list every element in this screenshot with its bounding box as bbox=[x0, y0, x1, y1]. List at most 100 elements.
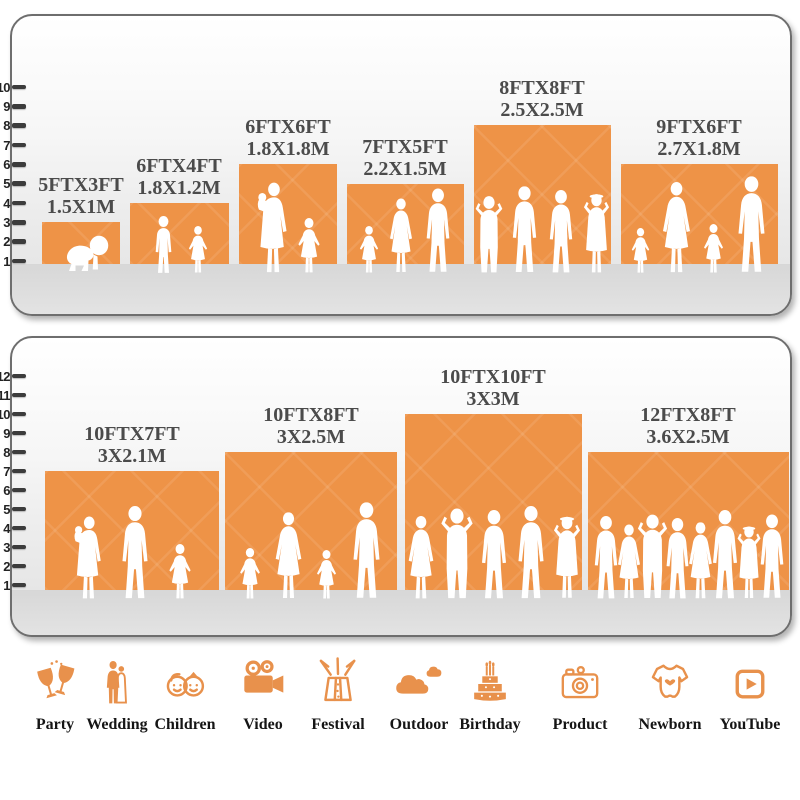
girl-silhouette bbox=[186, 226, 210, 274]
ruler-tick-1: 1 bbox=[0, 577, 26, 593]
silhouette-group bbox=[474, 186, 611, 274]
category-festival: Festival bbox=[286, 652, 390, 734]
children-faces-icon bbox=[159, 652, 211, 708]
category-children: Children bbox=[133, 652, 237, 734]
woman-silhouette bbox=[550, 514, 584, 600]
size-m: 1.5X1M bbox=[46, 196, 116, 219]
size-m: 3X2.1M bbox=[97, 445, 167, 468]
ruler-tick-mark bbox=[12, 487, 26, 493]
ruler-tick-9: 9 bbox=[0, 425, 26, 441]
man-silhouette bbox=[512, 506, 550, 600]
backdrop-size-label: 12FTX8FT 3.6X2.5M bbox=[573, 404, 800, 449]
ruler-tick-mark bbox=[12, 123, 26, 128]
backdrop-bar-10x10 bbox=[405, 414, 582, 590]
backdrop-bar-8x8 bbox=[474, 125, 611, 264]
girl-silhouette bbox=[701, 224, 726, 274]
backdrop-bar-9x6 bbox=[621, 164, 778, 264]
ruler-tick-label: 10 bbox=[0, 79, 11, 95]
ruler-tick-10: 10 bbox=[0, 79, 26, 95]
ruler-tick-label: 6 bbox=[3, 156, 10, 172]
category-birthday: Birthday bbox=[438, 652, 542, 734]
size-ft: 8FTX8FT bbox=[499, 77, 585, 99]
category-label: YouTube bbox=[719, 716, 781, 733]
category-label: Festival bbox=[311, 716, 365, 733]
ruler-tick-4: 4 bbox=[0, 520, 26, 536]
ruler-tick-mark bbox=[12, 239, 26, 244]
movie-camera-icon bbox=[237, 652, 289, 708]
man-silhouette bbox=[421, 188, 455, 274]
backdrop-size-label: 6FTX6FT 1.8X1.8M bbox=[173, 116, 403, 161]
silhouette-group bbox=[42, 232, 120, 272]
ruler-tick-label: 2 bbox=[3, 558, 10, 574]
category-product: Product bbox=[528, 652, 632, 734]
size-ft: 5FTX3FT bbox=[38, 174, 124, 196]
size-ft: 10FTX8FT bbox=[263, 404, 359, 426]
girl-silhouette bbox=[166, 544, 194, 600]
backdrop-bar-12x8 bbox=[588, 452, 789, 590]
ruler-tick-8: 8 bbox=[0, 118, 26, 134]
backdrop-bar-6x4 bbox=[130, 203, 229, 264]
ruler-tick-7: 7 bbox=[0, 463, 26, 479]
backdrop-size-label: 5FTX3FT 1.5X1M bbox=[0, 174, 196, 219]
ruler-tick-mark bbox=[12, 142, 26, 148]
ruler-tick-label: 7 bbox=[3, 137, 10, 153]
girl-silhouette bbox=[237, 548, 263, 600]
backdrop-size-label: 8FTX8FT 2.5X2.5M bbox=[427, 77, 657, 122]
ruler-tick-10: 10 bbox=[0, 406, 26, 422]
silhouette-group bbox=[225, 502, 397, 600]
man-silhouette bbox=[438, 506, 476, 600]
category-label: Birthday bbox=[459, 716, 521, 733]
size-ft: 10FTX7FT bbox=[84, 423, 180, 445]
ruler-tick-mark bbox=[12, 563, 26, 569]
man-silhouette bbox=[116, 506, 154, 600]
gift-box-icon bbox=[312, 652, 364, 708]
ruler-tick-label: 4 bbox=[3, 520, 10, 536]
backdrop-size-label: 7FTX5FT 2.2X1.5M bbox=[290, 136, 520, 181]
backdrop-size-label: 10FTX10FT 3X3M bbox=[378, 366, 608, 411]
category-label: Newborn bbox=[638, 716, 702, 733]
girl-silhouette bbox=[629, 228, 652, 274]
backdrop-size-label: 10FTX8FT 3X2.5M bbox=[196, 404, 426, 449]
clouds-icon bbox=[392, 652, 446, 708]
ruler-tick-mark bbox=[12, 525, 26, 531]
ruler-tick-label: 5 bbox=[3, 501, 10, 517]
ruler-tick-label: 8 bbox=[3, 444, 10, 460]
size-ft: 10FTX10FT bbox=[440, 366, 546, 388]
birthday-cake-icon bbox=[464, 652, 516, 708]
woman-silhouette bbox=[580, 192, 613, 274]
category-party: Party bbox=[3, 652, 107, 734]
boy-silhouette bbox=[149, 216, 178, 274]
ruler-tick-label: 9 bbox=[3, 425, 10, 441]
ruler-tick-mark bbox=[12, 411, 26, 417]
woman-holding-baby-silhouette bbox=[253, 182, 290, 274]
backdrop-bar-6x6 bbox=[239, 164, 337, 264]
silhouette-group bbox=[239, 182, 337, 274]
silhouette-group bbox=[621, 176, 778, 274]
man-silhouette bbox=[544, 190, 578, 274]
backdrop-bar-7x5 bbox=[347, 184, 464, 264]
ruler-tick-label: 4 bbox=[3, 195, 10, 211]
ruler-tick-2: 2 bbox=[0, 558, 26, 574]
size-ft: 6FTX6FT bbox=[245, 116, 331, 138]
ruler-tick-label: 7 bbox=[3, 463, 10, 479]
ruler-tick-mark bbox=[12, 258, 26, 264]
size-m: 1.8X1.8M bbox=[246, 138, 330, 161]
size-m: 2.7X1.8M bbox=[657, 138, 741, 161]
category-row: Party Wedding bbox=[0, 652, 800, 767]
ruler-tick-mark bbox=[12, 220, 26, 225]
youtube-play-icon bbox=[726, 652, 774, 708]
girl-silhouette bbox=[295, 218, 323, 274]
category-youtube: YouTube bbox=[698, 652, 800, 734]
woman-silhouette bbox=[271, 512, 306, 600]
size-m: 1.8X1.2M bbox=[137, 177, 221, 200]
backdrop-bar-10x7 bbox=[45, 471, 219, 590]
ruler-tick-mark bbox=[12, 544, 26, 550]
ruler-tick-label: 12 bbox=[0, 368, 11, 384]
ruler-tick-label: 2 bbox=[3, 234, 10, 250]
party-icon bbox=[30, 652, 80, 708]
ruler-tick-label: 1 bbox=[3, 577, 10, 593]
backdrop-size-label: 10FTX7FT 3X2.1M bbox=[17, 423, 247, 468]
ruler-tick-mark bbox=[12, 104, 26, 109]
ruler-tick-3: 3 bbox=[0, 539, 26, 555]
man-silhouette bbox=[473, 194, 505, 274]
